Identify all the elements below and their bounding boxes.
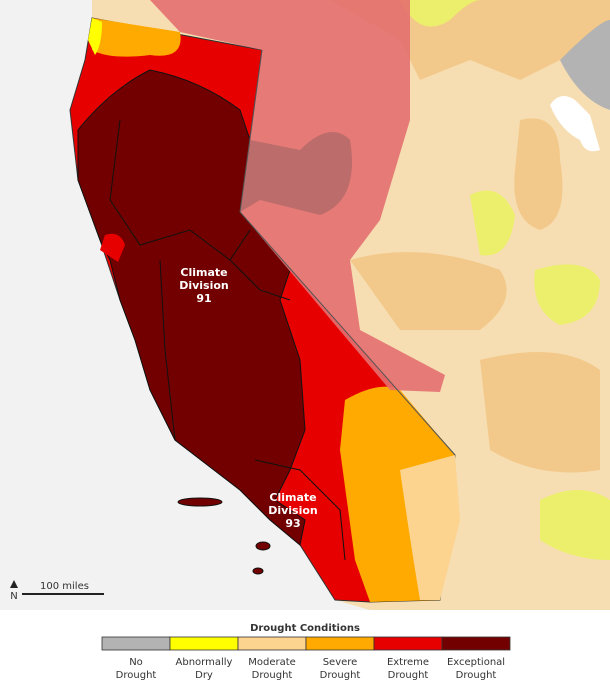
legend-label: Drought <box>116 670 157 681</box>
legend-title: Drought Conditions <box>250 623 360 634</box>
exceptional-area <box>77 69 306 546</box>
division-label: 93 <box>285 517 300 530</box>
legend-swatch <box>237 636 307 651</box>
legend-label: Drought <box>252 670 293 681</box>
legend-label: Severe <box>323 657 358 668</box>
state-border <box>239 49 456 456</box>
legend-swatch <box>305 636 375 651</box>
dry-area <box>88 18 102 55</box>
legend-label: Exceptional <box>447 657 505 668</box>
moderate-area <box>480 352 600 473</box>
legend-swatch <box>101 636 171 651</box>
legend-swatch <box>169 636 239 651</box>
severe-area <box>92 18 181 57</box>
division-label: Division <box>179 279 229 292</box>
lake <box>550 96 600 152</box>
legend-label: Abnormally <box>176 657 233 668</box>
island <box>252 567 264 575</box>
legend-label: Drought <box>388 670 429 681</box>
north-label: N <box>10 591 17 602</box>
legend-label: Drought <box>456 670 497 681</box>
north-arrow <box>10 580 18 588</box>
legend-swatch <box>441 636 511 651</box>
moderate-area <box>400 455 460 600</box>
island <box>177 497 223 507</box>
legend-swatch <box>373 636 443 651</box>
scale-label: 100 miles <box>40 581 89 592</box>
legend-label: Moderate <box>248 657 296 668</box>
division-border <box>109 119 346 561</box>
legend-label: Drought <box>320 670 361 681</box>
division-label: Climate <box>180 266 227 279</box>
division-label: Division <box>268 504 318 517</box>
dry-area <box>540 490 610 560</box>
moderate-area <box>514 118 563 230</box>
dry-area <box>400 0 480 27</box>
extreme-area <box>100 233 125 262</box>
division-label: 91 <box>196 292 211 305</box>
island <box>255 541 271 551</box>
legend-label: Dry <box>195 670 213 681</box>
legend-label: No <box>129 657 143 668</box>
division-label: Climate <box>269 491 316 504</box>
dry-area <box>470 190 515 256</box>
legend-label: Extreme <box>387 657 429 668</box>
region-overlay <box>240 132 352 215</box>
moderate-area <box>350 252 507 330</box>
no-drought-area <box>560 20 610 110</box>
dry-area <box>534 264 600 325</box>
